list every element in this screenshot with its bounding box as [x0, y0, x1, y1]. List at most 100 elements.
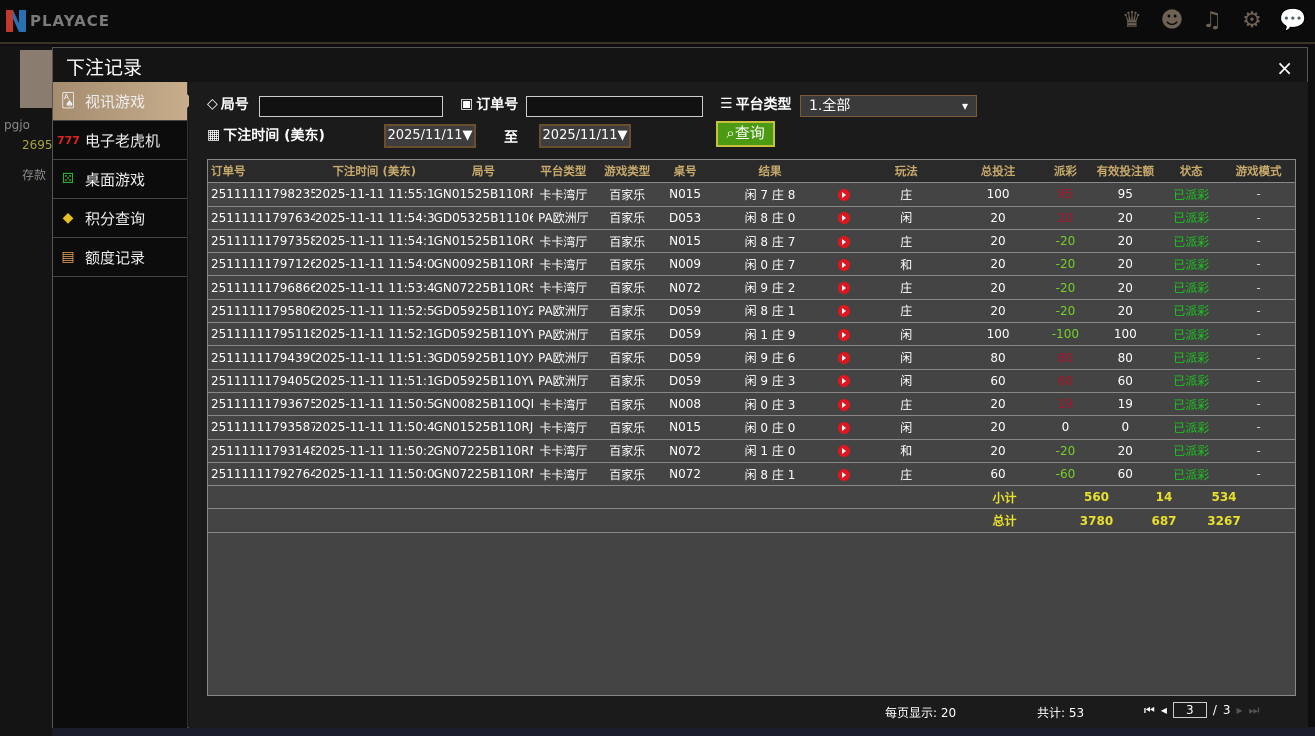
replay-video-button[interactable] [831, 351, 857, 365]
sidebar-item-table-games[interactable]: ⚄ 桌面游戏 [53, 160, 187, 199]
table-cell: 2025-11-11 11:51:12 [314, 373, 434, 388]
table-cell: 2025-11-11 11:52:11 [314, 327, 434, 342]
table-cell: 251111117971268 [211, 257, 315, 272]
replay-video-button[interactable] [831, 397, 857, 411]
table-cell: 卡卡湾厅 [539, 420, 588, 435]
column-header: 游戏模式 [1235, 164, 1282, 179]
next-page-icon[interactable]: ▸ [1236, 703, 1243, 717]
replay-video-button[interactable] [831, 444, 857, 458]
replay-video-button[interactable] [831, 234, 857, 248]
table-cell: 闲 [900, 327, 913, 342]
order-input[interactable] [526, 96, 703, 117]
table-cell: 251111117935875 [211, 420, 315, 435]
table-cell: 庄 [900, 397, 913, 412]
table-cell: 95 [1057, 187, 1074, 202]
column-header: 局号 [472, 164, 495, 179]
table-row: 251111117968663 2025-11-11 11:53:48 GN0722… [208, 276, 1295, 300]
table-row: 251111117943905 2025-11-11 11:51:33 GD0592… [208, 346, 1295, 370]
table-cell: 251111117973588 [211, 234, 315, 249]
table-cell: N015 [669, 234, 702, 249]
last-page-icon[interactable]: ⏭ [1248, 702, 1260, 717]
replay-video-button[interactable] [831, 420, 857, 434]
date-from-picker[interactable]: 2025/11/11▼ [384, 124, 476, 148]
table-row: 251111117936759 2025-11-11 11:50:55 GN0082… [208, 393, 1295, 417]
table-cell: 20 [990, 257, 1006, 272]
table-cell: GN01525B110RP [433, 187, 534, 202]
sidebar-item-points[interactable]: ◆ 积分查询 [53, 199, 187, 238]
background-bottom-strip [52, 727, 1315, 736]
table-cell: 251111117968663 [211, 280, 315, 295]
chat-icon[interactable]: 💬 [1279, 8, 1307, 33]
close-button[interactable]: × [1276, 56, 1293, 80]
prev-page-icon[interactable]: ◂ [1160, 703, 1167, 717]
tag-icon: ◇ [207, 96, 218, 112]
time-label: ▦ 下注时间 (美东) [207, 127, 325, 144]
replay-video-button[interactable] [831, 281, 857, 295]
platform-select[interactable]: 1.全部 [800, 95, 977, 117]
deposit-link[interactable]: 存款 [22, 168, 47, 182]
gear-icon[interactable]: ⚙ [1242, 8, 1262, 33]
total-count-text: 共计: 53 [1037, 706, 1085, 720]
table-cell: 闲 9 庄 3 [744, 374, 796, 389]
play-icon [837, 445, 850, 458]
table-cell: GD05925B110YZ [433, 303, 534, 318]
column-header: 结果 [758, 164, 782, 179]
sidebar-item-slots[interactable]: 777 电子老虎机 [53, 121, 187, 160]
replay-video-button[interactable] [831, 257, 857, 271]
table-cell: 60 [990, 373, 1006, 388]
table-cell: 闲 [900, 420, 913, 435]
date-to-picker[interactable]: 2025/11/11▼ [539, 124, 631, 148]
table-cell: 闲 0 庄 3 [744, 397, 796, 412]
column-header: 下注时间 (美东) [332, 164, 416, 179]
replay-video-button[interactable] [831, 327, 857, 341]
play-icon [837, 188, 850, 201]
page-input[interactable]: 3 [1172, 702, 1207, 718]
music-icon[interactable]: ♫ [1202, 8, 1222, 33]
table-cell: 20 [1117, 303, 1133, 318]
play-icon [837, 352, 850, 365]
total-pages: 3 [1222, 703, 1231, 717]
total-label: 总计 [992, 514, 1017, 529]
table-cell: 251111117943905 [211, 350, 315, 365]
background-user-panel: pgjo 2695 存款 [0, 46, 53, 736]
sidebar-item-live-games[interactable]: 🂡 视讯游戏 [53, 82, 194, 121]
table-row: 251111117958067 2025-11-11 11:52:50 GD0592… [208, 300, 1295, 324]
replay-video-button[interactable] [831, 211, 857, 225]
table-cell: 19 [1117, 397, 1133, 412]
table-cell: 百家乐 [609, 304, 646, 319]
table-cell: GN01525B110RO [433, 234, 534, 249]
list-icon: ☰ [720, 96, 733, 112]
replay-video-button[interactable] [831, 187, 857, 201]
replay-video-button[interactable] [831, 304, 857, 318]
play-icon [837, 212, 850, 225]
replay-video-button[interactable] [831, 467, 857, 481]
search-icon: ⌕ [726, 124, 735, 142]
playace-logo[interactable]: PLAYACE [6, 10, 110, 32]
round-input[interactable] [259, 96, 443, 117]
order-label: ▣ 订单号 [460, 96, 519, 113]
first-page-icon[interactable]: ⏮ [1144, 702, 1155, 717]
customer-service-icon[interactable]: ☻ [1160, 8, 1184, 33]
vip-icon[interactable]: ♛ [1122, 8, 1142, 33]
table-cell: 已派彩 [1173, 257, 1210, 272]
query-button[interactable]: ⌕查询 [716, 121, 775, 147]
table-cell: 251111117936759 [211, 397, 315, 412]
table-cell: 百家乐 [609, 374, 646, 389]
subtotal-row: 小计 560 14 534 [208, 486, 1295, 510]
table-cell: -20 [1055, 443, 1076, 458]
table-cell: GD05925B110YX [433, 350, 534, 365]
table-cell: 251111117940507 [211, 373, 315, 388]
play-icon [837, 305, 850, 318]
sidebar-item-credit-record[interactable]: ▤ 额度记录 [53, 238, 187, 277]
replay-video-button[interactable] [831, 374, 857, 388]
table-cell: 百家乐 [609, 327, 646, 342]
subtotal-payout: 14 [1155, 490, 1173, 505]
table-cell: - [1256, 327, 1261, 342]
table-cell: 20 [1117, 234, 1133, 249]
table-row: 251111117935875 2025-11-11 11:50:48 GN0152… [208, 416, 1295, 440]
table-row: 251111117940507 2025-11-11 11:51:12 GD0592… [208, 370, 1295, 393]
column-header: 总投注 [980, 164, 1016, 179]
table-cell: 卡卡湾厅 [539, 257, 588, 272]
table-cell: 百家乐 [609, 467, 646, 482]
table-cell: - [1256, 303, 1261, 318]
